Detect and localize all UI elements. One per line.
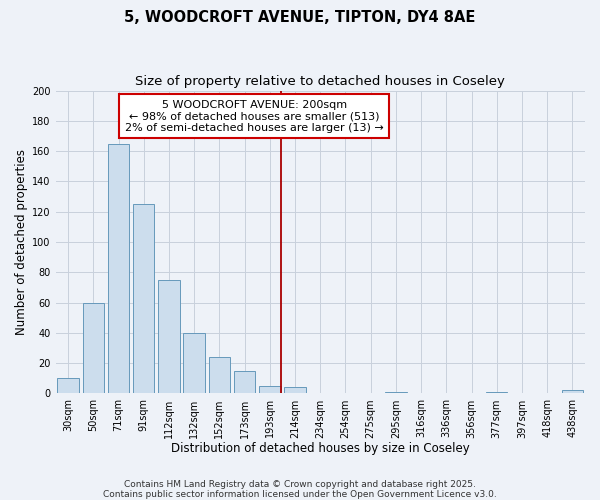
X-axis label: Distribution of detached houses by size in Coseley: Distribution of detached houses by size … <box>171 442 470 455</box>
Text: Contains HM Land Registry data © Crown copyright and database right 2025.: Contains HM Land Registry data © Crown c… <box>124 480 476 489</box>
Bar <box>259 386 281 394</box>
Title: Size of property relative to detached houses in Coseley: Size of property relative to detached ho… <box>136 75 505 88</box>
Text: 5 WOODCROFT AVENUE: 200sqm
← 98% of detached houses are smaller (513)
2% of semi: 5 WOODCROFT AVENUE: 200sqm ← 98% of deta… <box>125 100 383 133</box>
Bar <box>562 390 583 394</box>
Bar <box>486 392 508 394</box>
Bar <box>385 392 407 394</box>
Bar <box>209 357 230 394</box>
Bar <box>284 388 306 394</box>
Text: 5, WOODCROFT AVENUE, TIPTON, DY4 8AE: 5, WOODCROFT AVENUE, TIPTON, DY4 8AE <box>124 10 476 25</box>
Bar <box>234 371 256 394</box>
Bar <box>58 378 79 394</box>
Bar <box>184 333 205 394</box>
Y-axis label: Number of detached properties: Number of detached properties <box>15 149 28 335</box>
Text: Contains public sector information licensed under the Open Government Licence v3: Contains public sector information licen… <box>103 490 497 499</box>
Bar <box>133 204 154 394</box>
Bar <box>108 144 129 394</box>
Bar <box>158 280 180 394</box>
Bar <box>83 302 104 394</box>
